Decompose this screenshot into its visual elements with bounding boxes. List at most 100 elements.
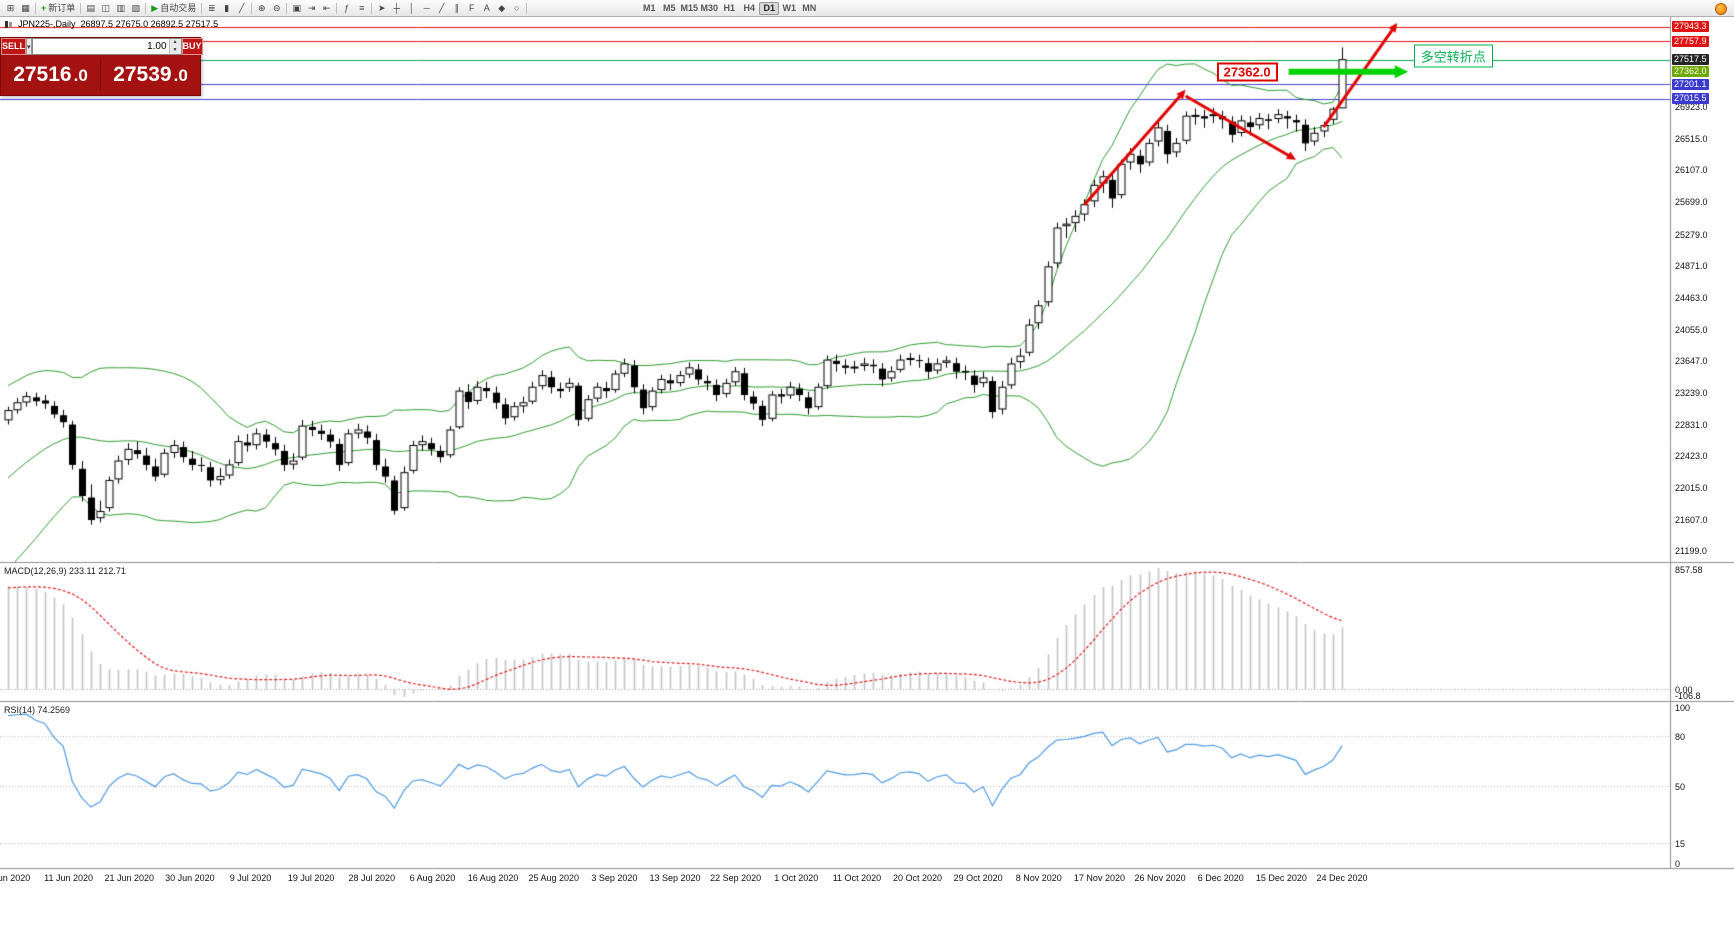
toolbar-separator [80, 2, 82, 14]
timeframe-d1[interactable]: D1 [759, 1, 780, 15]
chart-window: JPN225-,Daily 26897.5 27675.0 26892.5 27… [0, 16, 1734, 937]
new-order-icon: + [41, 2, 47, 13]
chart-shift-icon: ⇤ [322, 2, 331, 13]
terminal-icon: ▧ [131, 2, 141, 13]
zoom-out[interactable]: ⊖ [269, 2, 284, 15]
date-tick: 11 Oct 2020 [832, 873, 882, 883]
chart-shift[interactable]: ⇤ [319, 2, 334, 15]
templates[interactable]: ≡ [354, 2, 369, 15]
cursor-tool[interactable]: ➤ [374, 2, 389, 15]
order-entry-row: SELL ▾ ▲ ▼ BUY [1, 38, 203, 55]
shapes-tool[interactable]: ○ [509, 2, 524, 15]
zoom-in-icon: ⊕ [257, 2, 266, 13]
new-order[interactable]: + 新订单 [38, 2, 78, 15]
price-tick: 23239.0 [1675, 387, 1708, 398]
rsi-indicator-label: RSI(14) 74.2569 [4, 705, 71, 715]
navigator[interactable]: ▥ [113, 2, 128, 15]
date-tick: 11 Jun 2020 [44, 873, 94, 883]
price-tick: 24871.0 [1675, 261, 1708, 272]
arrows-tool[interactable]: ◆ [494, 2, 509, 15]
price-level-label: 27943.3 [1672, 21, 1709, 33]
date-tick: 25 Aug 2020 [528, 873, 579, 883]
timeframe-m5[interactable]: M5 [659, 2, 679, 15]
toolbar-separator [251, 2, 253, 14]
macd-indicator-label: MACD(12,26,9) 233.11 212.71 [4, 566, 126, 576]
new-chart[interactable]: ⊞ [3, 2, 18, 15]
indicators-icon: ƒ [344, 2, 350, 13]
price-tick: 21607.0 [1675, 514, 1708, 525]
candlestick-mode-icon: ▮ [224, 2, 230, 13]
market-watch[interactable]: ▤ [83, 2, 98, 15]
chart-profiles[interactable]: ▦ [18, 2, 33, 15]
timeframe-m15[interactable]: M15 [680, 2, 698, 13]
price-tick: 24055.0 [1675, 324, 1708, 335]
chart-title: JPN225-,Daily 26897.5 27675.0 26892.5 27… [4, 19, 218, 29]
buy-price[interactable]: 27539 .0 [101, 63, 200, 87]
auto-scroll-icon: ⇥ [307, 2, 316, 13]
bar-chart-mode[interactable]: ≣ [204, 2, 219, 15]
order-type-dropdown[interactable]: ▾ [26, 38, 32, 55]
timeframe-m30[interactable]: M30 [700, 2, 718, 13]
channel-tool[interactable]: ∥ [449, 2, 464, 15]
timeframe-w1[interactable]: W1 [779, 2, 799, 15]
price-tick: 21199.0 [1675, 546, 1707, 557]
price-tick: 24463.0 [1675, 292, 1708, 303]
horizontal-line-tool[interactable]: ─ [419, 2, 434, 15]
date-tick: 24 Dec 2020 [1316, 873, 1368, 883]
buy-price-main: 27539 [113, 63, 172, 86]
volume-increase-button[interactable]: ▲ [169, 39, 181, 47]
vertical-line-tool[interactable]: │ [404, 2, 419, 15]
date-tick: 17 Nov 2020 [1073, 873, 1125, 883]
toolbar-separator [526, 2, 528, 14]
date-tick: 15 Dec 2020 [1255, 873, 1307, 883]
volume-decrease-button[interactable]: ▼ [169, 46, 181, 54]
sell-price[interactable]: 27516 .0 [1, 63, 100, 87]
tile-windows[interactable]: ▣ [289, 2, 304, 15]
terminal[interactable]: ▧ [128, 2, 143, 15]
sell-price-main: 27516 [13, 63, 72, 86]
price-tick: 25279.0 [1675, 229, 1708, 240]
date-tick: 6 Dec 2020 [1197, 873, 1244, 883]
toolbar-separator [371, 2, 373, 14]
one-click-trading-panel: SELL ▾ ▲ ▼ BUY 27516 .0 27539 .0 [0, 37, 203, 96]
price-axis[interactable]: 26923.0 26515.0 26107.0 25699.0 25279.0 24871… [1672, 16, 1734, 869]
text-tool[interactable]: A [479, 2, 494, 15]
date-tick: 30 Jun 2020 [165, 873, 215, 883]
line-chart-mode[interactable]: ╱ [234, 2, 249, 15]
chevron-down-icon: ▾ [27, 43, 31, 51]
fibonacci-tool[interactable]: F [464, 2, 479, 15]
date-tick: 13 Sep 2020 [649, 873, 701, 883]
timeframe-h1[interactable]: H1 [719, 2, 739, 15]
trendline-tool[interactable]: ╱ [434, 2, 449, 15]
buy-button[interactable]: BUY [181, 38, 203, 55]
auto-trading[interactable]: ▶ 自动交易 [148, 2, 199, 15]
navigator-icon: ▥ [116, 2, 126, 13]
data-window[interactable]: ◫ [98, 2, 113, 15]
sell-button[interactable]: SELL [1, 38, 27, 55]
date-tick: 20 Oct 2020 [893, 873, 943, 883]
price-level-annotation[interactable]: 27362.0 [1216, 62, 1278, 82]
date-tick: 1 Oct 2020 [774, 873, 819, 883]
timeframe-h4[interactable]: H4 [739, 2, 759, 15]
macd-tick: 857.58 [1675, 565, 1703, 575]
crosshair-tool[interactable]: ┼ [389, 2, 404, 15]
auto-trading-icon: ▶ [151, 2, 159, 13]
toolbar-separator [201, 2, 203, 14]
volume-input[interactable] [32, 39, 169, 54]
timeframe-mn[interactable]: MN [799, 2, 819, 15]
zoom-in[interactable]: ⊕ [254, 2, 269, 15]
turning-point-annotation[interactable]: 多空转折点 [1413, 44, 1493, 68]
horizontal-line-tool-icon: ─ [423, 2, 430, 13]
rsi-tick: 80 [1675, 732, 1686, 742]
date-tick: 6 Aug 2020 [409, 873, 456, 883]
candlestick-mode[interactable]: ▮ [219, 2, 234, 15]
market-watch-icon: ▤ [86, 2, 96, 13]
vertical-line-tool-icon: │ [408, 2, 415, 13]
timeframe-m1[interactable]: M1 [639, 2, 659, 15]
date-axis[interactable]: 2 Jun 2020 11 Jun 2020 21 Jun 2020 30 Jun 2… [0, 869, 1670, 887]
auto-scroll[interactable]: ⇥ [304, 2, 319, 15]
price-tick: 26107.0 [1675, 165, 1708, 176]
price-tick: 22831.0 [1675, 419, 1708, 430]
price-chart-canvas[interactable] [0, 16, 1734, 870]
indicators[interactable]: ƒ [339, 2, 354, 15]
